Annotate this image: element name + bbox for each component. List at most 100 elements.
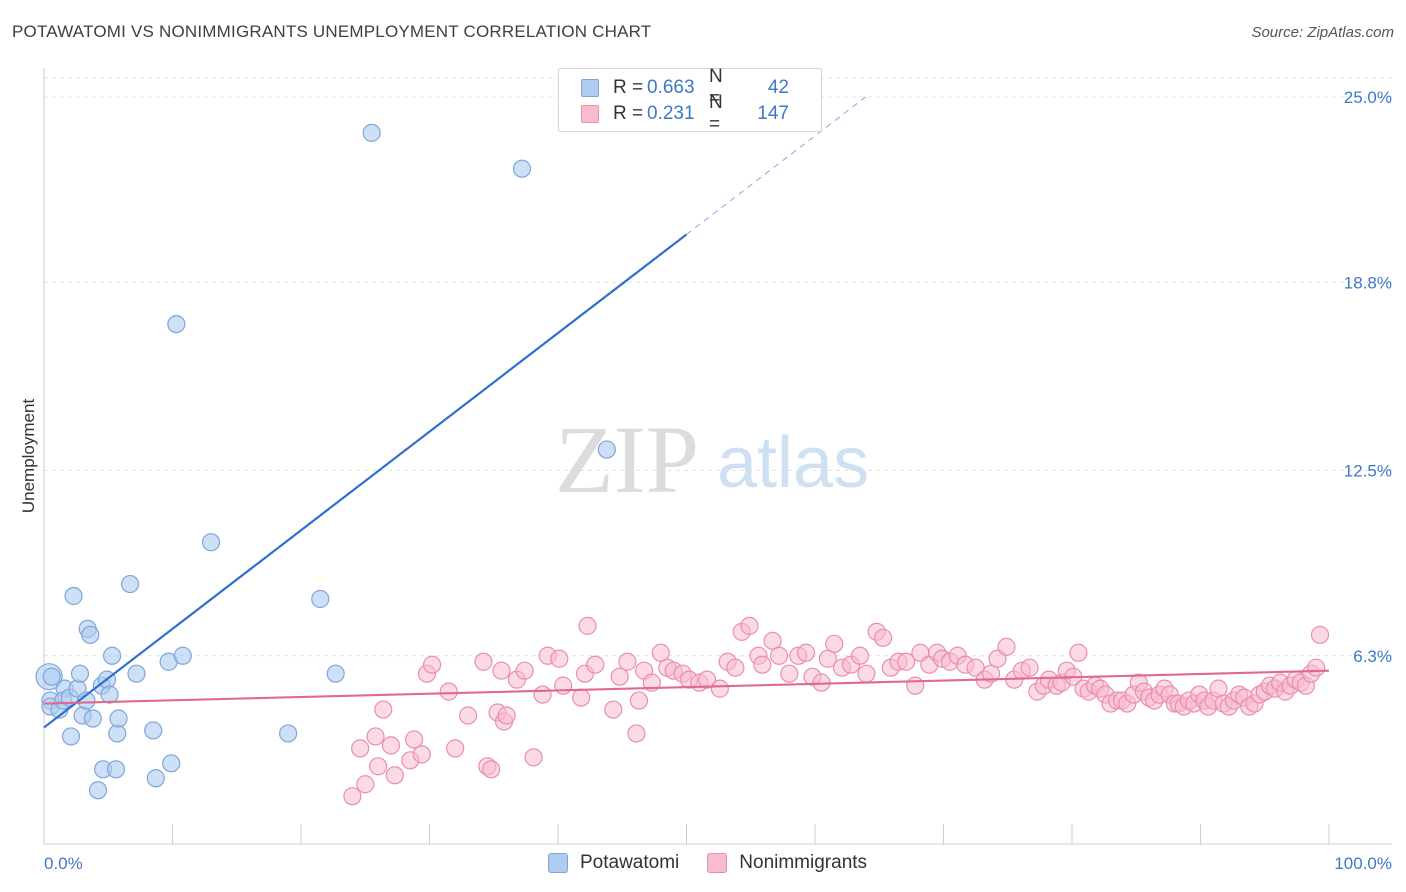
potawatomi-point: [326, 664, 345, 683]
nonimmigrants-point: [796, 643, 816, 662]
legend-n-label: N =: [709, 92, 723, 135]
nonimmigrants-point: [1069, 643, 1088, 662]
legend-item-nonimmigrants[interactable]: Nonimmigrants: [707, 852, 867, 874]
potawatomi-point: [162, 754, 181, 773]
nonimmigrants-point: [897, 652, 916, 671]
potawatomi-point: [100, 685, 119, 704]
potawatomi-point: [167, 314, 186, 334]
chart-title: POTAWATOMI VS NONIMMIGRANTS UNEMPLOYMENT…: [12, 22, 652, 41]
nonimmigrants-point: [374, 700, 393, 719]
potawatomi-point: [103, 646, 122, 665]
potawatomi-point: [173, 646, 192, 665]
nonimmigrants-point: [825, 634, 844, 653]
y-tick-label: 25.0%: [1344, 88, 1392, 107]
nonimmigrants-point: [356, 775, 375, 794]
nonimmigrants-point: [604, 700, 623, 719]
potawatomi-point: [597, 440, 616, 459]
nonimmigrants-point: [515, 661, 534, 680]
nonimmigrants-point: [618, 652, 637, 671]
nonimmigrants-point: [439, 682, 458, 701]
y-tick-label: 12.5%: [1344, 462, 1392, 481]
nonimmigrants-point: [627, 724, 646, 743]
watermark-zip: ZIP: [555, 406, 699, 513]
y-axis-label: Unemployment: [19, 399, 38, 514]
potawatomi-point: [311, 589, 330, 609]
nonimmigrants-point: [753, 655, 772, 674]
nonimmigrants-point: [446, 739, 465, 758]
y-tick-label: 6.3%: [1353, 647, 1392, 666]
pink-swatch-icon: [707, 853, 728, 873]
watermark-atlas: atlas: [717, 423, 869, 503]
nonimmigrants-point: [366, 727, 385, 746]
trendlines: [43, 96, 1330, 729]
nonimmigrants-point: [857, 664, 876, 683]
nonimmigrants-point: [533, 685, 552, 704]
legend-row-nonimmigrants: R = 0.231 N = 147: [581, 92, 789, 135]
legend-r-label: R =: [613, 103, 644, 124]
nonimmigrants-point: [369, 757, 388, 776]
nonimmigrants-point: [850, 646, 870, 665]
legend-r-value: 0.663: [647, 77, 695, 98]
potawatomi-point: [88, 781, 108, 800]
nonimmigrants-point: [1020, 658, 1039, 677]
gridlines: [44, 77, 1392, 657]
nonimmigrants-point: [474, 652, 493, 671]
legend-n-label: N =: [709, 66, 723, 109]
nonimmigrants-trendline: [43, 669, 1330, 705]
nonimmigrants-point: [412, 745, 431, 764]
tick-labels: 6.3% 12.5% 18.8% 25.0% 0.0% 100.0%: [44, 88, 1392, 873]
correlation-legend: R = 0.663 N = 42 R = 0.231 N = 147: [558, 66, 822, 135]
x-tick-label: 100.0%: [1334, 854, 1392, 873]
nonimmigrants-point: [381, 736, 401, 755]
nonimmigrants-points: [343, 616, 1330, 806]
legend-row-potawatomi: R = 0.663 N = 42: [581, 66, 789, 109]
blue-swatch-icon: [581, 79, 599, 97]
pink-swatch-icon: [581, 105, 599, 123]
legend-r-label: R =: [613, 77, 644, 98]
potawatomi-point: [81, 625, 100, 644]
legend-label-potawatomi: Potawatomi: [580, 852, 680, 873]
nonimmigrants-point: [385, 766, 404, 785]
chart-source: Source: ZipAtlas.com: [1251, 24, 1394, 41]
potawatomi-point: [144, 721, 163, 740]
potawatomi-point: [42, 667, 61, 686]
nonimmigrants-point: [343, 787, 362, 806]
nonimmigrants-point: [578, 616, 597, 635]
potawatomi-point: [106, 760, 126, 779]
potawatomi-point: [64, 586, 83, 606]
legend-label-nonimmigrants: Nonimmigrants: [739, 852, 868, 873]
legend-n-value: 147: [757, 103, 789, 124]
potawatomi-point: [362, 123, 381, 142]
potawatomi-point: [127, 664, 146, 683]
x-tick-label: 0.0%: [44, 854, 83, 873]
nonimmigrants-point: [1310, 625, 1330, 644]
nonimmigrants-point: [629, 691, 649, 710]
nonimmigrants-point: [482, 760, 501, 779]
potawatomi-point: [279, 724, 298, 743]
legend-item-potawatomi[interactable]: Potawatomi: [548, 852, 679, 874]
potawatomi-point: [70, 664, 90, 683]
nonimmigrants-point: [769, 646, 789, 665]
watermark: ZIP atlas: [555, 406, 869, 513]
blue-swatch-icon: [548, 853, 568, 873]
nonimmigrants-point: [780, 664, 799, 683]
nonimmigrants-point: [554, 676, 573, 695]
nonimmigrants-point: [997, 637, 1016, 656]
potawatomi-point: [109, 709, 128, 728]
y-tick-label: 18.8%: [1344, 273, 1392, 292]
potawatomi-points: [35, 123, 616, 800]
nonimmigrants-point: [726, 658, 745, 677]
nonimmigrants-point: [572, 688, 591, 707]
nonimmigrants-point: [874, 628, 893, 647]
nonimmigrants-point: [351, 739, 370, 758]
nonimmigrants-point: [906, 676, 925, 695]
legend-r-value: 0.231: [647, 103, 695, 124]
nonimmigrants-point: [710, 679, 730, 698]
potawatomi-point: [201, 533, 221, 552]
axes: [43, 68, 1392, 845]
nonimmigrants-point: [458, 706, 478, 725]
nonimmigrants-point: [422, 655, 442, 674]
nonimmigrants-point: [492, 661, 511, 680]
potawatomi-trendline-extension: [686, 96, 867, 235]
